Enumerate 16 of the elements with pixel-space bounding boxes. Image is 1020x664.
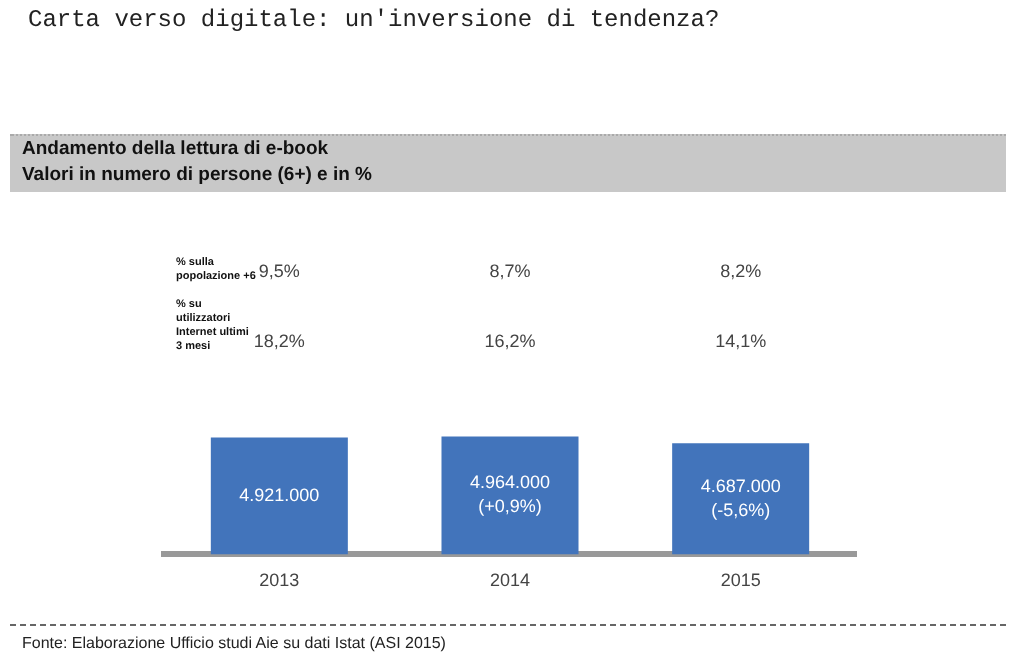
- source-note: Fonte: Elaborazione Ufficio studi Aie su dati Istat (ASI 2015): [22, 634, 446, 652]
- x-tick-label: 2015: [720, 570, 761, 591]
- text: Carta verso digitale: un'inversione di tendenza?: [28, 6, 720, 34]
- data-label: 4.964.000 (+0,9%): [469, 472, 551, 517]
- text: 14,1%: [715, 330, 767, 351]
- data-label: 4.687.000 (-5,6%): [700, 475, 781, 520]
- text: 9,5%: [258, 260, 300, 281]
- data-label: 4.921.000: [239, 484, 320, 505]
- chart-title: Andamento della lettura di e-book: [20, 136, 331, 162]
- chart-subtitle: Valori in numero di persone (6+) e in %: [20, 162, 374, 188]
- text: 18,2%: [253, 330, 305, 351]
- text: 16,2%: [484, 330, 536, 351]
- x-tick-label: 2014: [489, 570, 531, 591]
- text: 8,7%: [489, 260, 531, 281]
- text: 8,2%: [720, 260, 762, 281]
- x-tick-label: 2013: [259, 570, 300, 591]
